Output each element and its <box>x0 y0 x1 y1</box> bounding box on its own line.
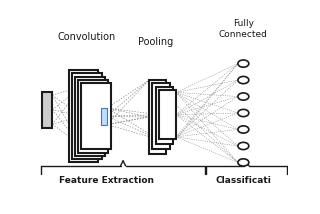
Bar <box>81 83 111 149</box>
Circle shape <box>238 76 249 84</box>
Bar <box>152 83 170 149</box>
Bar <box>68 70 98 162</box>
Circle shape <box>238 60 249 67</box>
Bar <box>78 80 108 153</box>
Text: Feature Extraction: Feature Extraction <box>60 176 155 185</box>
Circle shape <box>238 142 249 150</box>
Bar <box>156 87 173 144</box>
Circle shape <box>238 159 249 166</box>
Bar <box>72 73 101 159</box>
Bar <box>101 108 107 125</box>
Circle shape <box>238 126 249 133</box>
Circle shape <box>238 93 249 100</box>
Text: Fully
Connected: Fully Connected <box>219 19 268 39</box>
Bar <box>43 92 52 128</box>
Bar <box>75 77 105 156</box>
Bar <box>159 90 176 139</box>
Bar <box>149 80 166 154</box>
Text: Classificati: Classificati <box>215 176 271 185</box>
Circle shape <box>238 109 249 117</box>
Text: Pooling: Pooling <box>138 37 173 47</box>
Text: Convolution: Convolution <box>58 32 116 42</box>
